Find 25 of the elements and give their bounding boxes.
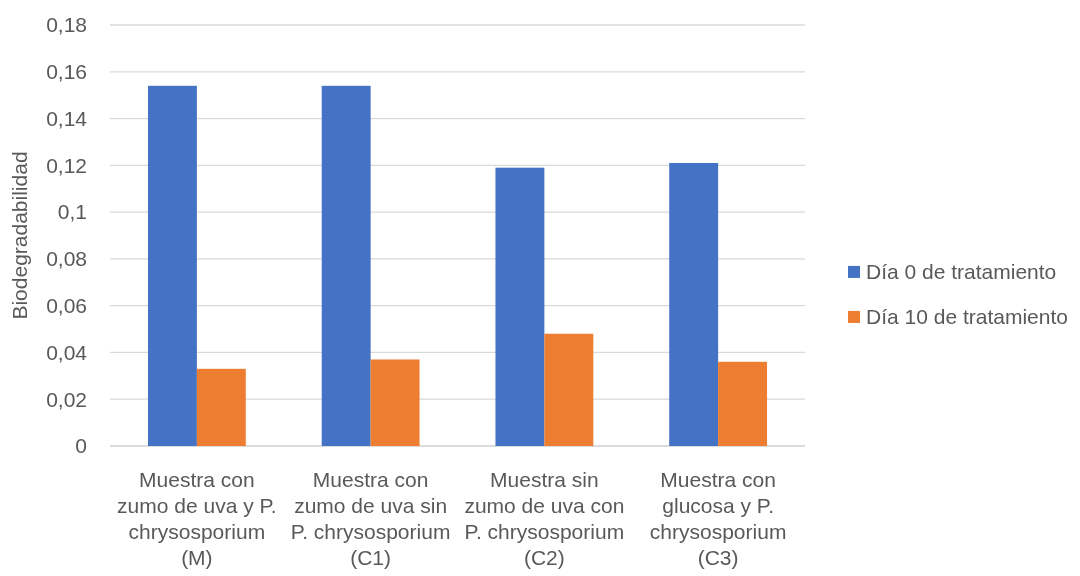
y-tick-label: 0,16 [46, 60, 87, 84]
bar [495, 167, 545, 446]
legend-label: Día 10 de tratamiento [866, 305, 1068, 329]
legend-label: Día 0 de tratamiento [866, 260, 1057, 284]
y-tick-label: 0,14 [46, 106, 88, 130]
x-tick-label: Muestra sin zumo de uva con P. chrysosporium (C2) [464, 468, 625, 569]
y-tick-label: 0,18 [46, 13, 87, 37]
x-tick-label: Muestra con zumo de uva y P. chrysosporium (M) [117, 468, 277, 569]
y-axis-title: Biodegradabilidad [8, 151, 31, 320]
bar [544, 333, 594, 446]
bar [147, 85, 197, 446]
bar [718, 361, 768, 446]
bar [669, 162, 719, 446]
y-tick-label: 0 [75, 434, 87, 458]
bar [196, 368, 246, 446]
y-tick-label: 0,1 [57, 200, 87, 224]
x-tick-label: Muestra con zumo de uva sin P. chrysosporium (C1) [290, 468, 451, 569]
y-tick-label: 0,06 [46, 294, 87, 318]
x-tick-label: Muestra con glucosa y P. chrysosporium (C3) [649, 468, 787, 569]
y-tick-label: 0,04 [46, 340, 88, 364]
y-tick-label: 0,08 [46, 247, 87, 271]
bar [370, 359, 420, 446]
y-tick-label: 0,12 [46, 153, 87, 177]
y-tick-label: 0,02 [46, 387, 87, 411]
bar [321, 85, 371, 446]
